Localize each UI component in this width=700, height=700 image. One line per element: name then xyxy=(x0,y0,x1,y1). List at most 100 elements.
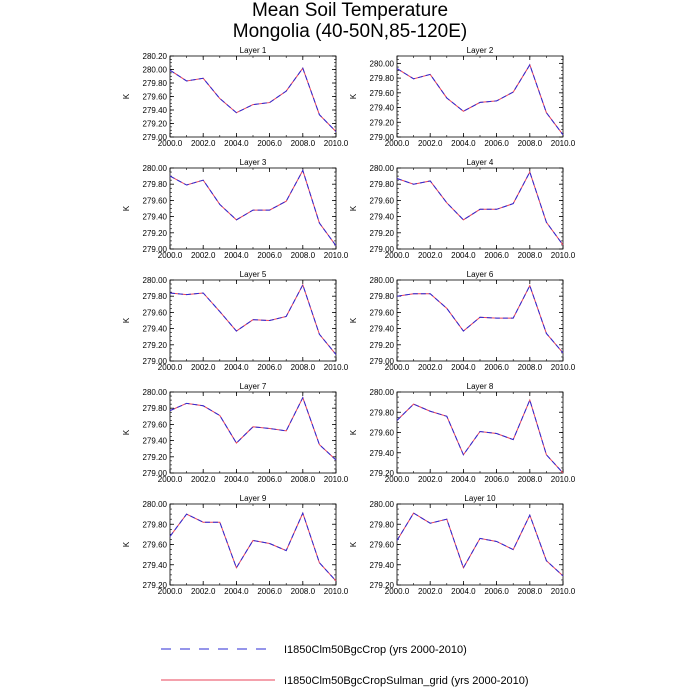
y-tick-label: 280.00 xyxy=(370,500,395,509)
y-axis-label: K xyxy=(122,429,131,435)
x-tick-label: 2004.0 xyxy=(224,363,249,372)
panel-title: Layer 10 xyxy=(464,494,496,503)
x-tick-label: 2000.0 xyxy=(158,363,183,372)
y-tick-label: 279.80 xyxy=(143,180,168,189)
plot-frame xyxy=(396,391,564,474)
x-tick-label: 2004.0 xyxy=(451,363,476,372)
chart-title: Mean Soil Temperature xyxy=(251,0,449,21)
x-tick-label: 2002.0 xyxy=(418,251,443,260)
y-tick-label: 279.20 xyxy=(370,341,395,350)
x-tick-label: 2006.0 xyxy=(484,139,509,148)
series-line-1 xyxy=(169,511,337,582)
y-tick-label: 279.40 xyxy=(370,213,395,222)
series-line-1 xyxy=(169,169,337,247)
series-line-1 xyxy=(169,67,337,132)
panel-4: Layer 4 2000.0 2002.0 2004.0 2006.0 2008.0 201… xyxy=(349,158,576,260)
x-tick-label: 2004.0 xyxy=(224,475,249,484)
y-tick-label: 280.20 xyxy=(143,52,168,61)
y-axis-label: K xyxy=(349,205,358,211)
x-tick-label: 2006.0 xyxy=(257,475,282,484)
x-tick-label: 2006.0 xyxy=(484,363,509,372)
panel-title: Layer 5 xyxy=(240,270,267,279)
plot-frame xyxy=(169,55,337,138)
y-tick-label: 279.60 xyxy=(143,541,168,550)
x-tick-label: 2010.0 xyxy=(324,251,349,260)
plot-frame xyxy=(169,279,337,362)
x-tick-label: 2004.0 xyxy=(224,587,249,596)
y-axis-label: K xyxy=(122,317,131,323)
x-tick-label: 2004.0 xyxy=(224,139,249,148)
x-tick-label: 2008.0 xyxy=(518,251,543,260)
y-tick-label: 279.60 xyxy=(143,196,168,205)
x-tick-label: 2006.0 xyxy=(484,251,509,260)
plot-frame xyxy=(396,503,564,586)
chart-subtitle: Mongolia (40-50N,85-120E) xyxy=(232,21,468,42)
y-tick-label: 279.00 xyxy=(143,469,168,478)
x-tick-label: 2000.0 xyxy=(385,139,410,148)
x-tick-label: 2004.0 xyxy=(451,475,476,484)
x-tick-label: 2002.0 xyxy=(191,475,216,484)
y-tick-label: 279.80 xyxy=(143,292,168,301)
panel-9: Layer 9 2000.0 2002.0 2004.0 2006.0 2008.0 201… xyxy=(122,494,349,596)
series-line-1 xyxy=(169,396,337,461)
y-tick-label: 279.80 xyxy=(370,408,395,417)
y-tick-label: 279.40 xyxy=(370,325,395,334)
y-tick-label: 280.00 xyxy=(143,276,168,285)
series-line-1 xyxy=(396,63,564,136)
x-tick-label: 2010.0 xyxy=(551,475,576,484)
y-tick-label: 279.40 xyxy=(143,325,168,334)
y-tick-label: 279.00 xyxy=(143,133,168,142)
y-tick-label: 279.40 xyxy=(370,104,395,113)
y-tick-label: 279.20 xyxy=(370,581,395,590)
panel-title: Layer 2 xyxy=(467,46,494,55)
y-tick-label: 279.20 xyxy=(143,341,168,350)
series-line-1 xyxy=(396,284,564,354)
x-tick-label: 2000.0 xyxy=(385,587,410,596)
panel-10: Layer 10 2000.0 2002.0 2004.0 2006.0 2008.0 20… xyxy=(349,494,576,596)
y-tick-label: 279.00 xyxy=(370,357,395,366)
y-axis-label: K xyxy=(122,93,131,99)
x-tick-label: 2000.0 xyxy=(158,139,183,148)
x-tick-label: 2002.0 xyxy=(418,587,443,596)
panel-5: Layer 5 2000.0 2002.0 2004.0 2006.0 2008.0 201… xyxy=(122,270,349,372)
x-tick-label: 2006.0 xyxy=(257,139,282,148)
series-line-1 xyxy=(396,512,564,577)
y-tick-label: 279.00 xyxy=(370,245,395,254)
x-tick-label: 2006.0 xyxy=(257,251,282,260)
y-tick-label: 279.80 xyxy=(143,404,168,413)
y-tick-label: 279.40 xyxy=(143,106,168,115)
y-tick-label: 279.20 xyxy=(143,229,168,238)
series-line-2 xyxy=(169,396,337,461)
x-tick-label: 2006.0 xyxy=(257,363,282,372)
y-tick-label: 279.80 xyxy=(143,79,168,88)
y-axis-label: K xyxy=(122,205,131,211)
x-tick-label: 2000.0 xyxy=(385,475,410,484)
series-line-1 xyxy=(169,283,337,355)
x-tick-label: 2000.0 xyxy=(158,251,183,260)
y-tick-label: 279.60 xyxy=(143,308,168,317)
x-tick-label: 2008.0 xyxy=(518,139,543,148)
x-tick-label: 2002.0 xyxy=(418,139,443,148)
y-tick-label: 280.00 xyxy=(143,500,168,509)
x-tick-label: 2010.0 xyxy=(324,139,349,148)
panel-7: Layer 7 2000.0 2002.0 2004.0 2006.0 2008.0 201… xyxy=(122,382,349,484)
panel-3: Layer 3 2000.0 2002.0 2004.0 2006.0 2008.0 201… xyxy=(122,158,349,260)
y-axis-label: K xyxy=(349,541,358,547)
plot-frame xyxy=(396,55,564,138)
series-line-2 xyxy=(396,398,564,474)
x-tick-label: 2010.0 xyxy=(551,363,576,372)
series-line-2 xyxy=(396,512,564,577)
x-tick-label: 2010.0 xyxy=(551,587,576,596)
panel-title: Layer 8 xyxy=(467,382,494,391)
y-tick-label: 279.60 xyxy=(370,429,395,438)
y-tick-label: 279.80 xyxy=(370,520,395,529)
y-axis-label: K xyxy=(122,541,131,547)
plot-frame xyxy=(169,167,337,250)
x-tick-label: 2008.0 xyxy=(518,363,543,372)
x-tick-label: 2004.0 xyxy=(451,251,476,260)
x-tick-label: 2008.0 xyxy=(291,139,316,148)
y-tick-label: 279.20 xyxy=(370,118,395,127)
y-tick-label: 279.60 xyxy=(370,89,395,98)
y-axis-label: K xyxy=(349,317,358,323)
legend-label-2: I1850Clm50BgcCropSulman_grid (yrs 2000-2… xyxy=(284,675,529,687)
